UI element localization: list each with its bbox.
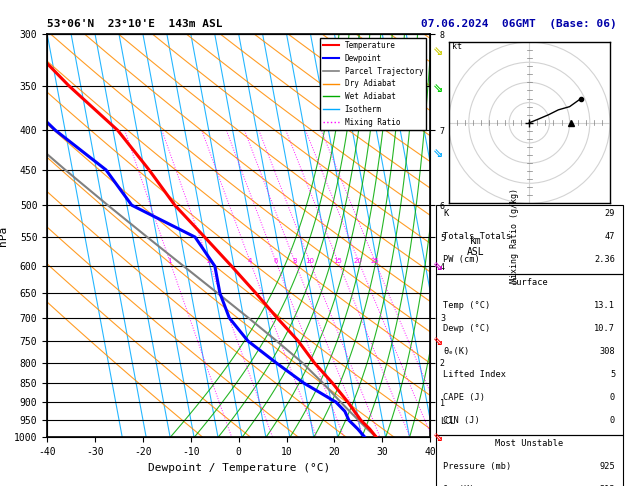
Text: 13.1: 13.1 (594, 301, 615, 311)
Y-axis label: km
ASL: km ASL (467, 236, 484, 257)
Text: 4: 4 (248, 258, 252, 263)
Text: Surface: Surface (511, 278, 548, 287)
Legend: Temperature, Dewpoint, Parcel Trajectory, Dry Adiabat, Wet Adiabat, Isotherm, Mi: Temperature, Dewpoint, Parcel Trajectory… (320, 38, 426, 130)
Text: 0: 0 (610, 394, 615, 402)
Text: CAPE (J): CAPE (J) (443, 394, 486, 402)
Text: 308: 308 (599, 347, 615, 356)
Text: 5: 5 (610, 370, 615, 380)
Text: ⇘: ⇘ (433, 334, 444, 347)
Text: 10.7: 10.7 (594, 325, 615, 333)
Text: 2.36: 2.36 (594, 256, 615, 264)
X-axis label: Dewpoint / Temperature (°C): Dewpoint / Temperature (°C) (148, 463, 330, 473)
Text: 29: 29 (604, 209, 615, 219)
Text: 6: 6 (274, 258, 278, 263)
Text: 1: 1 (167, 258, 172, 263)
Text: 8: 8 (292, 258, 297, 263)
Text: ⇘: ⇘ (433, 82, 444, 95)
Text: 2: 2 (206, 258, 211, 263)
Text: CIN (J): CIN (J) (443, 417, 480, 425)
Text: ⇘: ⇘ (433, 431, 444, 444)
Text: 07.06.2024  06GMT  (Base: 06): 07.06.2024 06GMT (Base: 06) (421, 19, 617, 30)
Text: ⇘: ⇘ (433, 260, 444, 273)
Text: 925: 925 (599, 462, 615, 471)
Text: ⇘: ⇘ (433, 45, 444, 58)
Text: 10: 10 (305, 258, 314, 263)
Text: Pressure (mb): Pressure (mb) (443, 462, 511, 471)
Text: K: K (443, 209, 448, 219)
Text: Temp (°C): Temp (°C) (443, 301, 491, 311)
Text: 15: 15 (333, 258, 342, 263)
Text: Dewp (°C): Dewp (°C) (443, 325, 491, 333)
Text: Mixing Ratio (g/kg): Mixing Ratio (g/kg) (510, 188, 519, 283)
Text: 0: 0 (610, 417, 615, 425)
Text: θₑ(K): θₑ(K) (443, 347, 470, 356)
Text: PW (cm): PW (cm) (443, 256, 480, 264)
Text: Totals Totals: Totals Totals (443, 232, 511, 242)
Text: Lifted Index: Lifted Index (443, 370, 506, 380)
Y-axis label: hPa: hPa (0, 226, 8, 246)
Text: 53°06'N  23°10'E  143m ASL: 53°06'N 23°10'E 143m ASL (47, 19, 223, 30)
Text: 20: 20 (354, 258, 363, 263)
Text: Most Unstable: Most Unstable (495, 439, 564, 449)
Text: 47: 47 (604, 232, 615, 242)
Text: 25: 25 (370, 258, 379, 263)
Text: ⇘: ⇘ (433, 147, 444, 160)
